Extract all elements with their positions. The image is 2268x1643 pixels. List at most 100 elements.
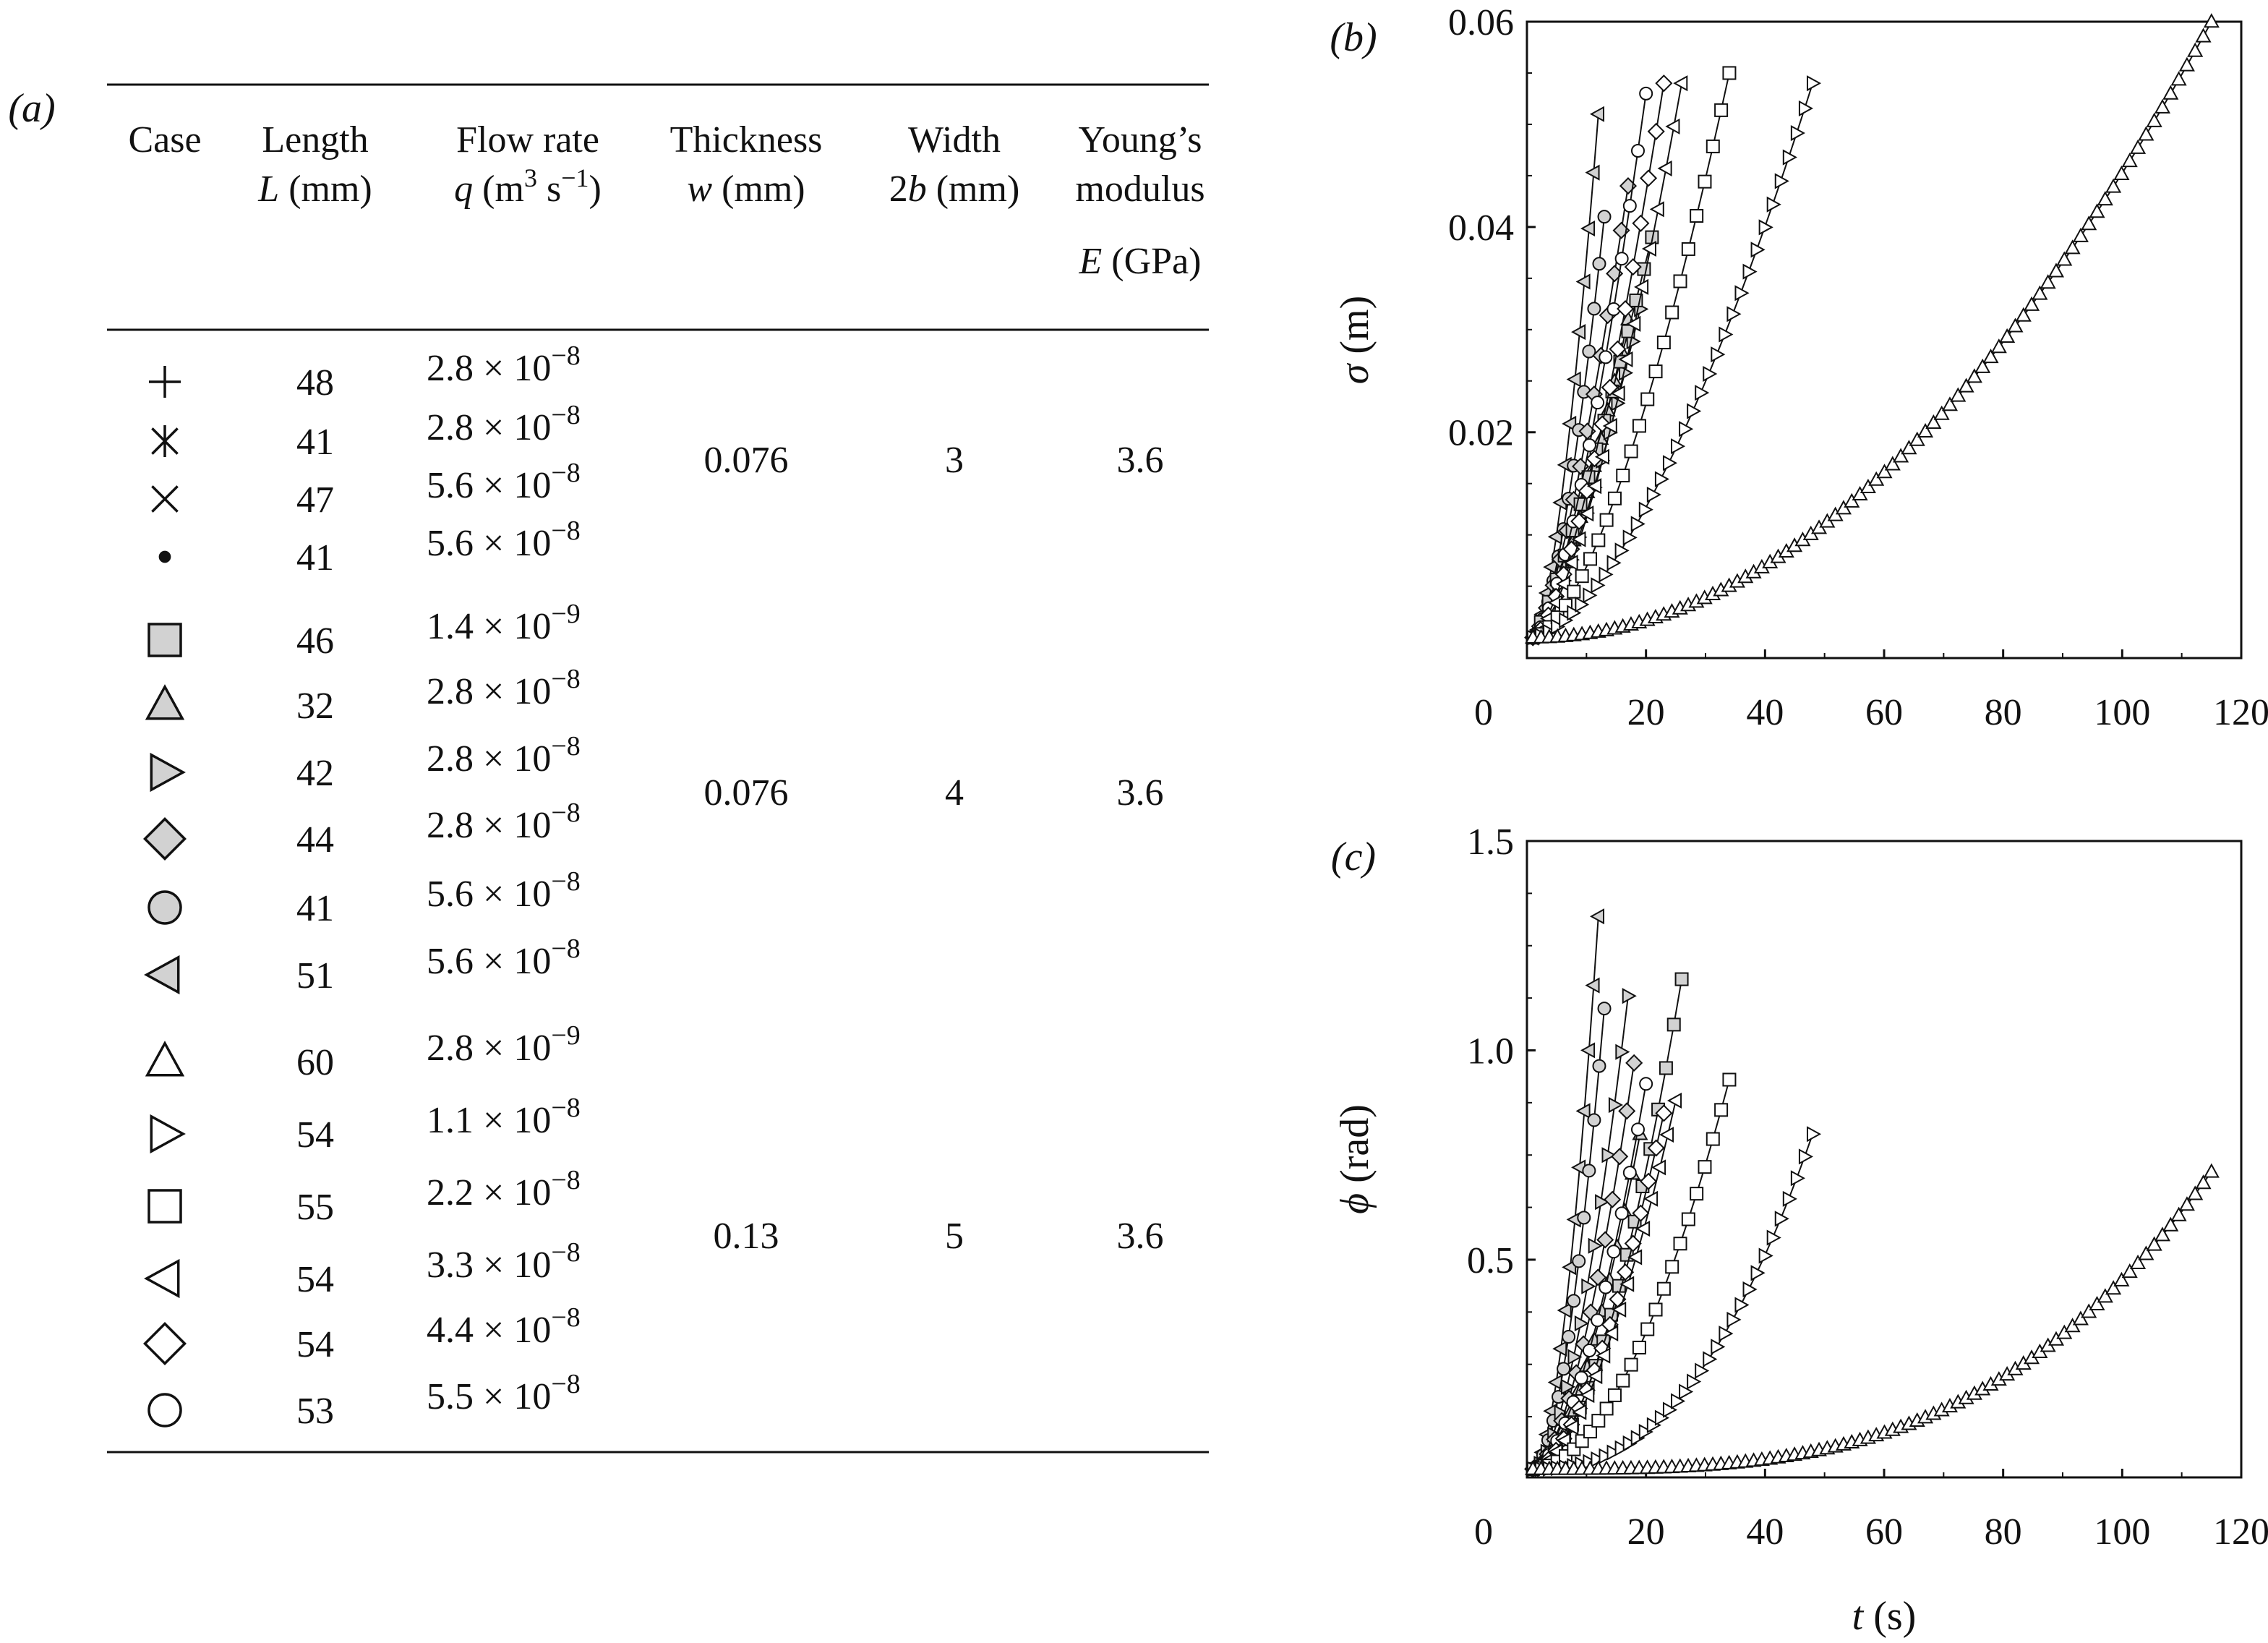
data-point	[1876, 464, 1893, 479]
data-point	[1758, 1247, 1773, 1264]
data-point	[1966, 368, 1982, 383]
data-point	[1567, 1349, 1583, 1365]
header-young: Young’s	[1078, 119, 1202, 161]
table-marker-diamond	[143, 1322, 187, 1365]
data-point	[1990, 338, 2007, 354]
data-point	[2081, 1303, 2097, 1318]
data-point	[1556, 1432, 1571, 1448]
data-point	[1681, 242, 1695, 256]
data-point	[1587, 1113, 1601, 1127]
data-point	[1662, 1401, 1678, 1418]
chart-b: 0 20 40 60 80 100 120 0.02 0.04 0.06 σ (m) (b)	[1330, 2, 2268, 733]
table-marker-diamond-filled	[143, 817, 187, 861]
data-point	[1591, 396, 1605, 410]
data-point	[1591, 1313, 1605, 1328]
x-tick-label: 20	[1627, 692, 1665, 733]
x-axis-label: t (s)	[1852, 1594, 1917, 1639]
data-point	[1722, 66, 1737, 80]
data-point	[1726, 306, 1742, 323]
data-point	[2203, 13, 2220, 28]
data-point	[2081, 215, 2097, 231]
data-point	[1941, 396, 1959, 411]
data-point	[1734, 285, 1750, 302]
data-point	[1614, 542, 1630, 559]
data-point	[1570, 512, 1588, 530]
data-point	[1646, 487, 1661, 503]
panel-b-label: (b)	[1330, 15, 1377, 60]
data-point	[1722, 1072, 1737, 1087]
table-flow-rate: 5.6 × 10−8	[427, 516, 581, 564]
x-tick-label: 100	[2094, 1511, 2150, 1553]
y-tick-label: 0.02	[1448, 413, 1514, 454]
data-point	[1665, 118, 1680, 135]
table-length: 44	[296, 819, 334, 861]
data-point	[1884, 456, 1901, 471]
data-point	[1666, 1092, 1682, 1109]
x-tick-label: 80	[1985, 692, 2022, 733]
table-young: 3.6	[1117, 440, 1164, 481]
data-point	[1588, 1237, 1603, 1254]
data-point	[2113, 1271, 2130, 1286]
data-point	[1750, 242, 1766, 258]
data-point	[2130, 139, 2147, 154]
data-point	[1909, 431, 1925, 446]
data-point	[1860, 478, 1876, 494]
table-length: 60	[296, 1042, 334, 1083]
data-point	[2138, 1245, 2154, 1260]
x-tick-label: 20	[1627, 1511, 1665, 1553]
data-point	[1656, 1281, 1671, 1296]
data-point	[1630, 1430, 1646, 1446]
data-point	[1687, 403, 1702, 419]
data-point	[2056, 251, 2073, 266]
data-point	[2121, 152, 2138, 168]
data-point	[1587, 478, 1602, 495]
table-marker-square	[147, 1189, 182, 1224]
data-point	[2203, 1163, 2220, 1178]
table-flow-rate: 2.8 × 10−9	[427, 1020, 581, 1069]
table-marker-circle	[147, 1393, 182, 1428]
data-point	[1640, 169, 1658, 187]
data-point	[2170, 71, 2187, 86]
data-point	[1632, 1340, 1646, 1354]
data-point	[1673, 75, 1688, 92]
data-point	[1647, 122, 1665, 140]
data-point	[1868, 471, 1885, 486]
data-point	[1589, 1268, 1607, 1286]
table-flow-rate: 1.1 × 10−8	[427, 1093, 581, 1141]
data-point	[1703, 1351, 1718, 1367]
data-point	[1571, 324, 1586, 341]
data-point	[1673, 1237, 1687, 1251]
table-length: 41	[296, 888, 334, 929]
data-point	[1698, 174, 1712, 189]
data-point	[1622, 1166, 1637, 1180]
data-point	[1774, 1211, 1789, 1227]
header-thickness: Thickness	[670, 119, 823, 161]
x-tick-label: 100	[2094, 692, 2150, 733]
data-point	[1575, 596, 1590, 613]
data-point	[1594, 448, 1609, 465]
data-point	[1599, 1448, 1614, 1464]
panel-a-label: (a)	[8, 86, 55, 131]
data-point	[1734, 1297, 1750, 1313]
series-triangle-up	[1525, 1163, 2220, 1475]
data-point	[1611, 1148, 1629, 1166]
data-point	[1580, 220, 1596, 237]
data-point	[1622, 988, 1637, 1004]
data-point	[1567, 584, 1581, 599]
data-point	[1790, 1170, 1805, 1187]
data-point	[1654, 1409, 1669, 1426]
data-point	[1597, 1002, 1612, 1016]
data-point	[1640, 392, 1655, 406]
data-point	[1711, 346, 1726, 363]
data-point	[1637, 262, 1651, 276]
data-point	[1567, 605, 1582, 621]
table-marker-triangle-up	[145, 1041, 185, 1077]
table-flow-rate: 5.6 × 10−8	[427, 458, 581, 506]
table-length: 55	[296, 1187, 334, 1228]
x-tick-label: 60	[1865, 692, 1903, 733]
data-point	[1742, 263, 1758, 280]
data-point	[1665, 1260, 1679, 1274]
data-point	[1609, 340, 1627, 358]
data-point	[1665, 305, 1679, 320]
